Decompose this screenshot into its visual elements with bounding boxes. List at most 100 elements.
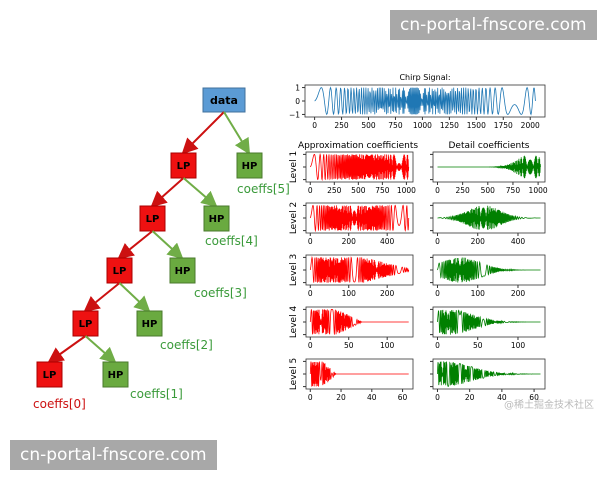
lp-arrow	[47, 335, 87, 364]
approx-level-2-xtick-label: 200	[342, 237, 357, 246]
watermark-top: cn-portal-fnscore.com	[390, 10, 597, 40]
lp-node	[72, 310, 99, 337]
lp-label: LP	[113, 266, 127, 277]
hp-node	[136, 310, 163, 337]
approx-level-1-xtick-label: 1000	[397, 186, 416, 195]
lp-label: LP	[177, 161, 191, 172]
chirp-xtick-label: 250	[334, 121, 349, 130]
approx-level-4-xtick-label: 100	[380, 341, 395, 350]
detail-level-2-xtick-label: 400	[511, 237, 526, 246]
coeffs-label-5: coeffs[5]	[237, 182, 290, 196]
hp-arrow	[118, 282, 151, 313]
lp-arrow	[117, 230, 154, 260]
detail-level-3-xtick-label: 200	[511, 289, 526, 298]
approx-level-5-xtick-label: 20	[336, 393, 346, 402]
detail-level-5-xtick-label: 60	[529, 393, 539, 402]
detail-level-5-line	[437, 361, 541, 387]
hp-node	[236, 152, 263, 179]
detail-level-3-xtick-label: 100	[471, 289, 486, 298]
chirp-xtick-label: 1000	[413, 121, 432, 130]
level-label-1: Level 1	[289, 151, 299, 183]
chirp-xtick-label: 1750	[494, 121, 513, 130]
approx-level-3-xtick-label: 100	[342, 289, 357, 298]
coeffs-label-3: coeffs[3]	[194, 286, 247, 300]
approx-title: Approximation coefficients	[298, 141, 418, 151]
detail-level-2-line	[437, 205, 541, 230]
hp-node	[203, 205, 230, 232]
detail-level-4-xtick-label: 0	[435, 341, 440, 350]
lp-node	[170, 152, 197, 179]
detail-level-2-xtick-label: 200	[471, 237, 486, 246]
level-label-5: Level 5	[289, 358, 299, 390]
detail-level-5-xtick-label: 40	[497, 393, 507, 402]
chirp-ytick-label: 0	[295, 97, 300, 106]
approx-level-3-line	[309, 256, 410, 283]
approx-level-4-line	[309, 308, 409, 335]
hp-arrow	[84, 335, 117, 364]
coeffs-label-0: coeffs[0]	[33, 397, 86, 411]
lp-label: LP	[43, 370, 57, 381]
level-label-2: Level 2	[289, 202, 299, 234]
detail-level-3-line	[437, 257, 541, 283]
detail-level-2-xtick-label: 0	[435, 237, 440, 246]
approx-level-2-xtick-label: 0	[308, 237, 313, 246]
level-label-3: Level 3	[289, 254, 299, 286]
coeffs-label-4: coeffs[4]	[205, 234, 258, 248]
lp-arrow	[83, 282, 121, 313]
approx-level-5-xtick-label: 0	[308, 393, 313, 402]
approx-level-1-line	[309, 152, 410, 182]
detail-level-1-xtick-label: 1000	[529, 186, 548, 195]
level-label-4: Level 4	[289, 306, 299, 339]
coeffs-label-2: coeffs[2]	[160, 338, 213, 352]
hp-node	[102, 361, 129, 388]
approx-level-5-xtick-label: 60	[398, 393, 408, 402]
hp-label: HP	[209, 214, 225, 225]
detail-level-4-line	[437, 309, 541, 335]
hp-label: HP	[142, 319, 158, 330]
watermark-bottom: cn-portal-fnscore.com	[10, 440, 217, 470]
approx-level-1-xtick-label: 0	[308, 186, 313, 195]
detail-level-1-xtick-label: 500	[481, 186, 496, 195]
coeffs-label-1: coeffs[1]	[130, 387, 183, 401]
lp-label: LP	[146, 214, 160, 225]
approx-level-4-xtick-label: 0	[308, 341, 313, 350]
approx-level-1-xtick-label: 250	[327, 186, 342, 195]
chirp-line	[314, 86, 536, 116]
detail-level-1-xtick-label: 250	[455, 186, 470, 195]
hp-arrow	[223, 111, 251, 155]
approx-level-5-line	[309, 361, 409, 387]
detail-level-1-xtick-label: 0	[435, 186, 440, 195]
lp-node	[139, 205, 166, 232]
chirp-xtick-label: 1500	[467, 121, 486, 130]
detail-level-3-xtick-label: 0	[435, 289, 440, 298]
detail-level-4-xtick-label: 50	[473, 341, 483, 350]
chirp-ytick-label: 1	[295, 84, 300, 93]
lp-arrow	[150, 177, 185, 208]
hp-label: HP	[175, 266, 191, 277]
detail-level-1-xtick-label: 750	[506, 186, 521, 195]
chirp-ytick-label: −1	[289, 110, 300, 119]
approx-level-2-line	[309, 204, 410, 233]
chirp-xtick-label: 0	[312, 121, 317, 130]
chirp-xtick-label: 2000	[521, 121, 540, 130]
hp-node	[169, 257, 196, 284]
chirp-xtick-label: 500	[361, 121, 376, 130]
hp-label: HP	[108, 370, 124, 381]
detail-level-5-xtick-label: 20	[465, 393, 475, 402]
hp-arrow	[151, 230, 184, 260]
approx-level-3-xtick-label: 200	[380, 289, 395, 298]
approx-level-1-xtick-label: 750	[375, 186, 390, 195]
approx-level-1-xtick-label: 500	[351, 186, 366, 195]
lp-label: LP	[79, 319, 93, 330]
hp-arrow	[182, 177, 218, 208]
lp-node	[36, 361, 63, 388]
root-node	[202, 87, 246, 113]
approx-level-2-xtick-label: 400	[380, 237, 395, 246]
approx-level-5-xtick-label: 40	[367, 393, 377, 402]
watermark-corner: @稀土掘金技术社区	[504, 400, 594, 411]
detail-level-5-xtick-label: 0	[435, 393, 440, 402]
detail-level-4-xtick-label: 100	[511, 341, 526, 350]
detail-level-1-line	[437, 155, 541, 179]
detail-title: Detail coefficients	[449, 141, 530, 151]
